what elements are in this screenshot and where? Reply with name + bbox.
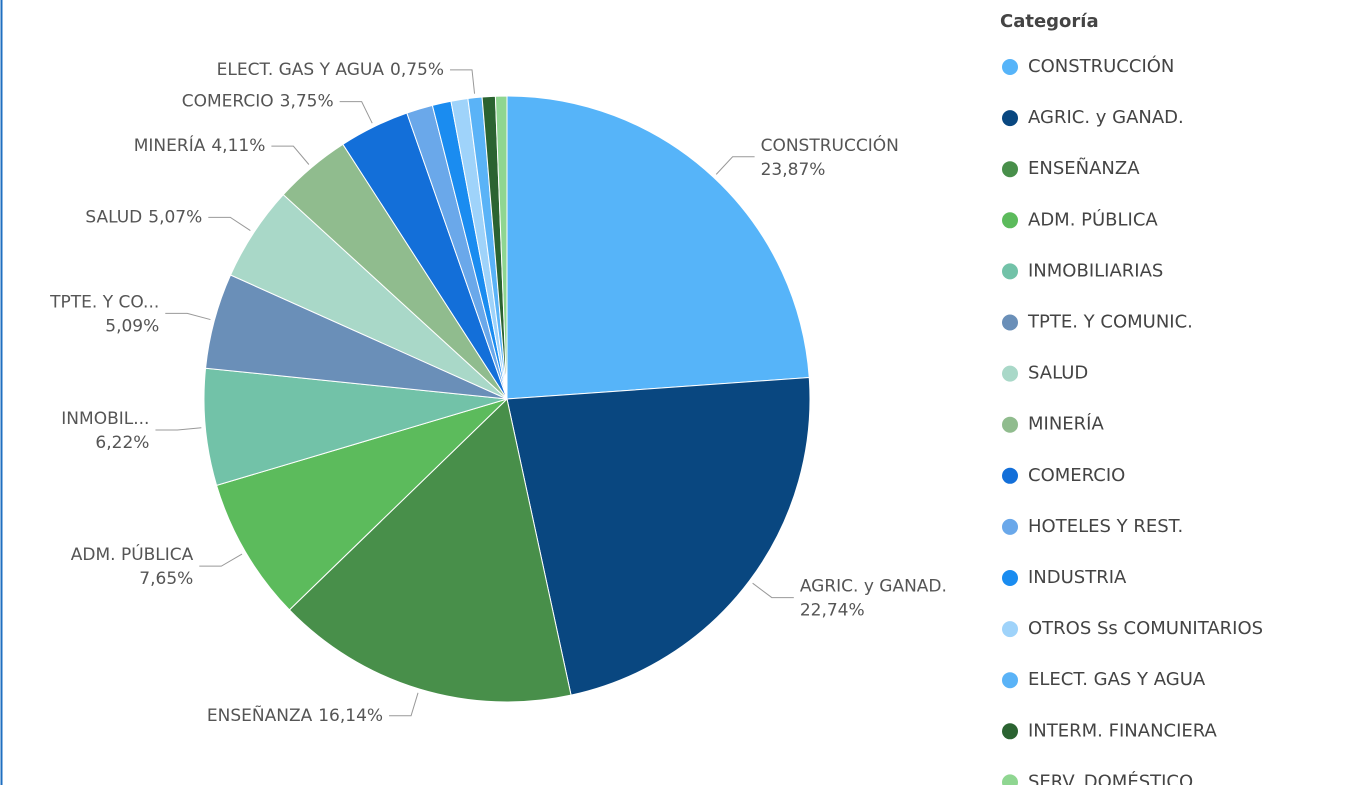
- data-label: COMERCIO 3,75%: [182, 92, 334, 112]
- leader-line: [165, 312, 211, 321]
- legend-label: INMOBILIARIAS: [1028, 260, 1163, 281]
- leader-line: [450, 69, 476, 94]
- legend-label: MINERÍA: [1028, 413, 1104, 435]
- legend-marker: [1002, 59, 1018, 75]
- data-label-name: TPTE. Y CO...: [49, 292, 159, 312]
- leader-line: [155, 427, 202, 431]
- leader-line: [271, 145, 310, 165]
- data-label: ENSEÑANZA 16,14%: [207, 704, 383, 726]
- legend-label: ADM. PÚBLICA: [1028, 208, 1158, 230]
- data-label: 23,87%: [761, 160, 826, 180]
- leader-line: [339, 101, 373, 124]
- data-label: ELECT. GAS Y AGUA 0,75%: [217, 60, 444, 80]
- legend-label: HOTELES Y REST.: [1028, 516, 1183, 537]
- legend-marker: [1002, 110, 1018, 127]
- legend-label: INTERM. FINANCIERA: [1028, 720, 1218, 741]
- data-label: 22,74%: [800, 601, 865, 621]
- data-label-name: COMERCIO: [182, 92, 274, 112]
- legend-marker: [1002, 212, 1018, 229]
- legend-marker: [1002, 518, 1018, 535]
- legend-label: AGRIC. y GANAD.: [1028, 107, 1184, 128]
- legend-label: CONSTRUCCIÓN: [1028, 55, 1174, 77]
- legend-marker: [1002, 672, 1018, 689]
- legend-marker: [1002, 467, 1018, 484]
- data-label-value: 3,75%: [280, 92, 334, 112]
- legend-marker: [1002, 314, 1018, 331]
- data-label-value: 5,07%: [148, 207, 202, 227]
- legend-title: Categoría: [1000, 11, 1099, 32]
- legend-marker: [1002, 723, 1018, 740]
- legend-label: INDUSTRIA: [1028, 567, 1127, 588]
- legend-label: ENSEÑANZA: [1028, 157, 1140, 179]
- leader-line: [752, 582, 794, 599]
- legend-marker: [1002, 621, 1018, 638]
- legend-marker: [1002, 570, 1018, 586]
- leader-line: [389, 692, 419, 717]
- legend-label: TPTE. Y COMUNIC.: [1027, 312, 1193, 333]
- legend-label: SALUD: [1028, 363, 1088, 384]
- data-label: SALUD 5,07%: [85, 207, 202, 227]
- pie-slice: [203, 367, 508, 486]
- data-label-name: AGRIC. y GANAD.: [800, 577, 947, 597]
- pie-slice: [288, 398, 572, 703]
- legend-marker: [1002, 263, 1018, 280]
- data-label-name: ENSEÑANZA: [207, 704, 313, 726]
- leader-line: [199, 553, 243, 567]
- data-label-value: 0,75%: [390, 60, 444, 80]
- leader-line: [208, 216, 251, 231]
- data-label: 7,65%: [139, 569, 193, 589]
- pie-slice: [506, 376, 811, 696]
- data-label-name: MINERÍA: [134, 134, 206, 156]
- legend-label: ELECT. GAS Y AGUA: [1028, 669, 1206, 690]
- data-label: 6,22%: [95, 433, 149, 453]
- pie-slice: [506, 95, 810, 400]
- pie-slice: [494, 95, 508, 400]
- leader-line: [715, 156, 755, 175]
- data-label-name: SALUD: [85, 207, 142, 227]
- legend-label: COMERCIO: [1028, 465, 1125, 486]
- data-label-name: ELECT. GAS Y AGUA: [217, 60, 385, 80]
- legend-label: OTROS Ss COMUNITARIOS: [1028, 618, 1263, 639]
- pie-slice: [215, 398, 508, 611]
- data-label: 5,09%: [105, 316, 159, 336]
- data-label-value: 4,11%: [211, 136, 265, 156]
- data-label-value: 16,14%: [318, 706, 383, 726]
- legend-marker: [1002, 365, 1018, 382]
- data-label-name: CONSTRUCCIÓN: [761, 134, 899, 156]
- legend-label: SERV. DOMÉSTICO: [1028, 770, 1193, 785]
- data-label: MINERÍA 4,11%: [134, 134, 266, 156]
- data-label-name: ADM. PÚBLICA: [71, 543, 194, 565]
- legend-marker: [1002, 774, 1018, 785]
- data-label-name: INMOBIL...: [61, 409, 149, 429]
- legend-marker: [1002, 161, 1018, 178]
- legend-marker: [1002, 416, 1018, 433]
